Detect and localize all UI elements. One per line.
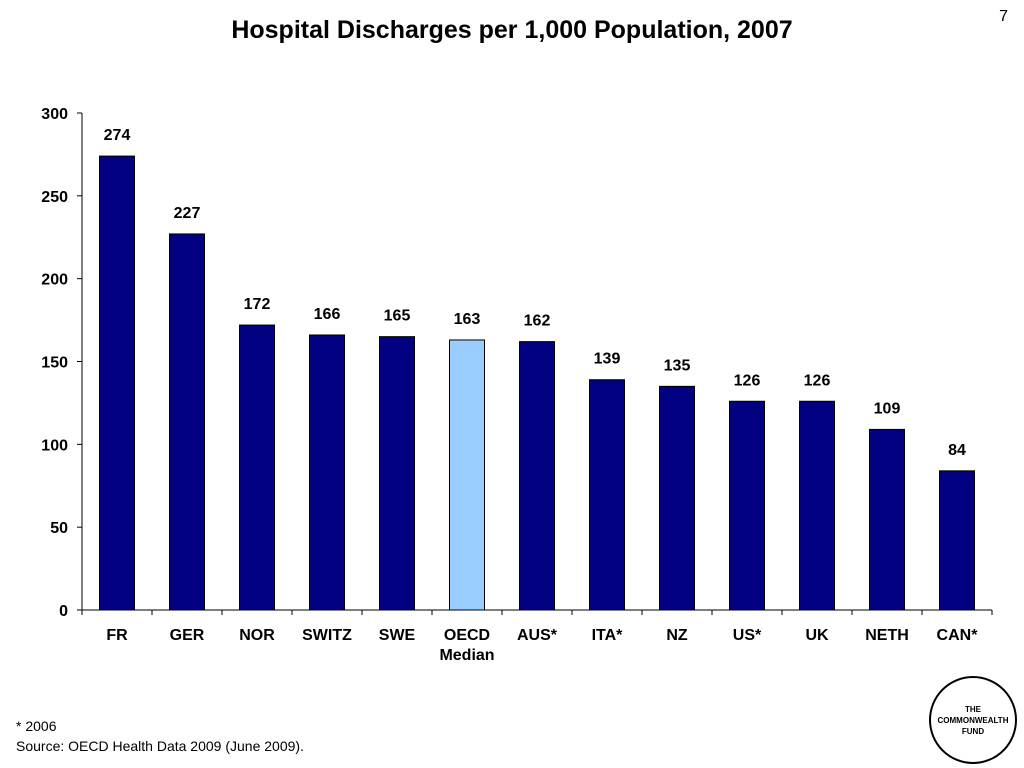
- data-label: 227: [174, 205, 201, 222]
- x-tick-label: SWE: [379, 627, 416, 644]
- x-tick-label: NOR: [239, 627, 275, 644]
- logo-line-1: THE: [965, 704, 981, 714]
- commonwealth-fund-logo: THE COMMONWEALTH FUND: [929, 676, 1017, 764]
- data-label: 165: [384, 308, 411, 325]
- data-label: 126: [804, 372, 831, 389]
- bar: [379, 336, 415, 611]
- bar: [659, 385, 695, 611]
- data-label: 139: [594, 351, 621, 368]
- footnote: * 2006 Source: OECD Health Data 2009 (Ju…: [16, 716, 304, 756]
- source-note: Source: OECD Health Data 2009 (June 2009…: [16, 738, 304, 754]
- bar: [589, 379, 625, 611]
- data-label: 274: [104, 127, 131, 144]
- data-label: 163: [454, 311, 481, 328]
- y-tick-label: 300: [41, 106, 68, 123]
- x-tick-label: SWITZ: [302, 627, 352, 644]
- x-tick-label: CAN*: [937, 627, 979, 644]
- y-tick-label: 200: [41, 272, 68, 289]
- page-number: 7: [999, 8, 1008, 25]
- bar: [519, 341, 555, 611]
- x-tick-label: ITA*: [592, 627, 624, 644]
- bar: [729, 400, 765, 611]
- bar: [939, 470, 975, 611]
- data-label: 109: [874, 400, 901, 417]
- bar: [449, 339, 485, 611]
- x-tick-label: NETH: [865, 627, 909, 644]
- data-label: 135: [664, 357, 691, 374]
- bar: [99, 155, 135, 611]
- logo-line-2: COMMONWEALTH: [937, 715, 1009, 725]
- x-tick-label: NZ: [666, 627, 688, 644]
- bar: [309, 334, 345, 611]
- x-tick-label: GER: [170, 627, 205, 644]
- y-tick-label: 250: [41, 189, 68, 206]
- bar: [799, 400, 835, 611]
- y-tick-label: 50: [50, 520, 68, 537]
- x-tick-label: FR: [106, 627, 128, 644]
- bar-chart: 0 50 100 150 200 250 300 274 FR 227 GER 172 NOR 166 SW…: [41, 106, 993, 664]
- y-tick-label: 0: [59, 603, 68, 620]
- data-label: 126: [734, 372, 761, 389]
- bar: [869, 428, 905, 611]
- chart-title: Hospital Discharges per 1,000 Population…: [231, 16, 793, 44]
- x-tick-label: AUS*: [517, 627, 558, 644]
- logo-line-3: FUND: [961, 726, 985, 736]
- x-tick-label: US*: [733, 627, 762, 644]
- data-label: 162: [524, 313, 551, 330]
- x-tick-label: OECD Median: [439, 627, 494, 664]
- data-label: 84: [948, 442, 966, 459]
- bar: [239, 324, 275, 611]
- data-label: 172: [244, 296, 271, 313]
- y-tick-label: 150: [41, 355, 68, 372]
- footnote-asterisk: * 2006: [16, 718, 57, 734]
- bar: [169, 233, 205, 611]
- data-label: 166: [314, 306, 341, 323]
- x-tick-label: UK: [805, 627, 829, 644]
- y-tick-label: 100: [41, 437, 68, 454]
